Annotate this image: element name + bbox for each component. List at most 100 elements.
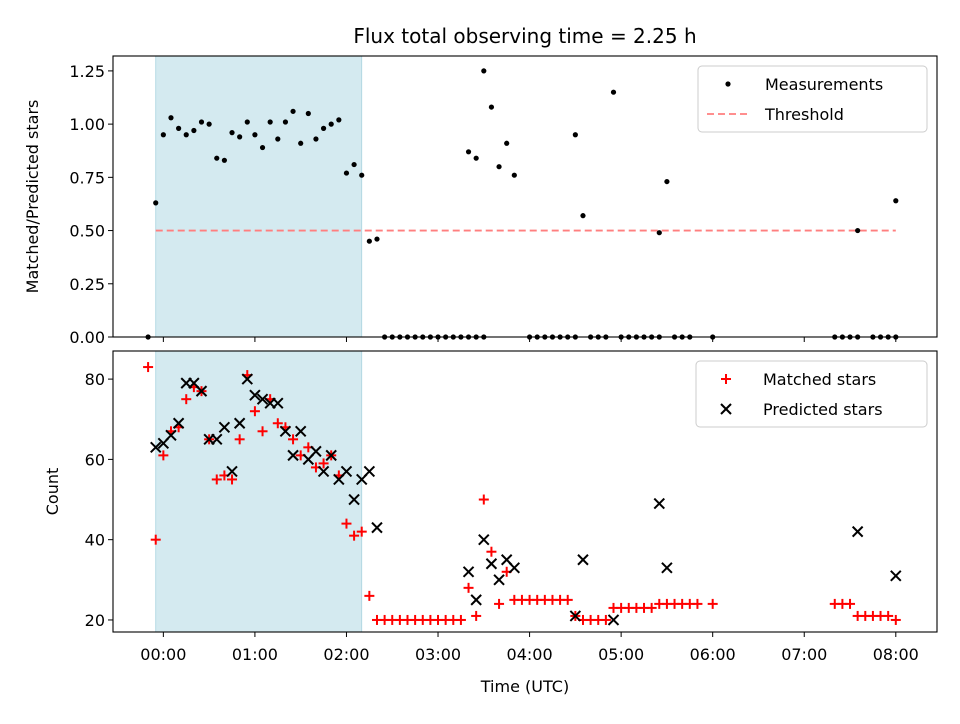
legend-label: Matched stars xyxy=(763,370,876,389)
y-tick-label: 1.00 xyxy=(69,115,105,134)
x-b xyxy=(890,570,902,582)
predicted-star-point xyxy=(325,449,337,462)
matched-star-point xyxy=(143,362,154,373)
predicted-star-point xyxy=(485,558,498,570)
measurement-point xyxy=(267,119,273,125)
matched-star-point xyxy=(478,494,489,505)
measurement-point xyxy=(259,144,266,151)
x-b xyxy=(478,533,490,546)
predicted-star-point xyxy=(577,554,589,566)
measurement-point xyxy=(328,121,334,127)
measurement-point xyxy=(168,115,174,121)
observing-window-span xyxy=(155,55,363,338)
x-tick-label: 04:00 xyxy=(507,645,553,664)
predicted-star-point xyxy=(340,465,353,478)
predicted-star-point xyxy=(272,397,284,409)
legend-label: Threshold xyxy=(764,105,844,124)
x-b xyxy=(310,445,322,458)
matched-star-point xyxy=(272,418,283,429)
measurement-point xyxy=(336,117,342,123)
predicted-star-point xyxy=(348,493,360,506)
x-b xyxy=(493,574,505,586)
x-b xyxy=(241,373,253,385)
y-axis-label: Count xyxy=(43,468,62,516)
legend-dot-marker xyxy=(725,81,731,87)
x-tick-label: 07:00 xyxy=(781,645,827,664)
matched-star-point xyxy=(845,598,856,609)
series-predicted-stars xyxy=(150,373,902,626)
measurement-point xyxy=(343,170,350,176)
measurement-point xyxy=(504,140,510,146)
measurement-point xyxy=(160,132,166,138)
legend-label: Predicted stars xyxy=(763,400,883,419)
measurement-point xyxy=(298,140,304,146)
x-b xyxy=(226,465,238,478)
x-b xyxy=(569,610,582,622)
measurement-point xyxy=(481,68,487,74)
predicted-star-point xyxy=(310,445,322,458)
x-b xyxy=(348,493,360,506)
matched-star-point xyxy=(356,526,367,537)
matched-star-point xyxy=(341,518,352,529)
x-b xyxy=(500,554,513,566)
matched-star-point xyxy=(890,614,901,625)
x-b xyxy=(371,521,383,534)
measurement-point xyxy=(473,155,479,161)
measurement-point xyxy=(488,104,495,110)
predicted-star-point xyxy=(195,385,208,397)
measurement-point xyxy=(496,164,502,170)
x-b xyxy=(653,497,665,510)
matched-star-point xyxy=(707,598,718,609)
predicted-star-point xyxy=(607,614,620,626)
matched-star-point xyxy=(211,474,222,485)
matched-star-point xyxy=(364,590,375,601)
matched-star-point xyxy=(486,546,497,557)
x-b xyxy=(172,417,185,429)
matched-star-point xyxy=(562,594,573,605)
measurement-point xyxy=(191,127,197,134)
predicted-star-point xyxy=(371,521,383,534)
predicted-star-point xyxy=(653,497,665,510)
x-b xyxy=(317,465,330,478)
measurement-point xyxy=(855,227,861,234)
predicted-star-point xyxy=(226,465,238,478)
predicted-star-point xyxy=(165,429,177,442)
measurement-point xyxy=(305,110,311,117)
predicted-star-point xyxy=(317,465,330,478)
predicted-star-point xyxy=(508,562,521,574)
measurement-point xyxy=(183,132,189,138)
x-b xyxy=(508,562,521,574)
x-tick-label: 03:00 xyxy=(415,645,461,664)
matched-star-point xyxy=(692,598,703,609)
x-tick-label: 06:00 xyxy=(690,645,736,664)
x-b xyxy=(287,449,299,462)
plot-frame xyxy=(112,350,938,633)
measurement-point xyxy=(465,149,472,155)
measurement-point xyxy=(176,125,182,131)
matched-star-point xyxy=(181,394,192,405)
matched-star-point xyxy=(227,474,238,485)
measurement-point xyxy=(252,132,258,138)
predicted-star-point xyxy=(470,594,482,606)
matched-star-point xyxy=(471,610,482,621)
x-tick-label: 02:00 xyxy=(323,645,369,664)
predicted-star-point xyxy=(150,441,162,454)
measurement-point xyxy=(610,89,617,95)
plot-frame xyxy=(112,55,938,338)
y-tick-label: 40 xyxy=(85,531,105,550)
measurement-point xyxy=(656,230,662,236)
y-tick-label: 0.00 xyxy=(69,328,105,347)
x-b xyxy=(218,421,231,433)
x-b xyxy=(272,397,284,409)
x-b xyxy=(325,449,337,462)
predicted-star-point xyxy=(279,425,292,437)
y-tick-label: 0.25 xyxy=(69,275,105,294)
predicted-star-point xyxy=(569,610,582,622)
matched-star-point xyxy=(455,614,466,625)
x-b xyxy=(150,441,162,454)
measurement-point xyxy=(351,161,357,168)
x-b xyxy=(294,425,307,437)
x-b xyxy=(211,433,223,446)
measurement-point xyxy=(214,155,220,161)
